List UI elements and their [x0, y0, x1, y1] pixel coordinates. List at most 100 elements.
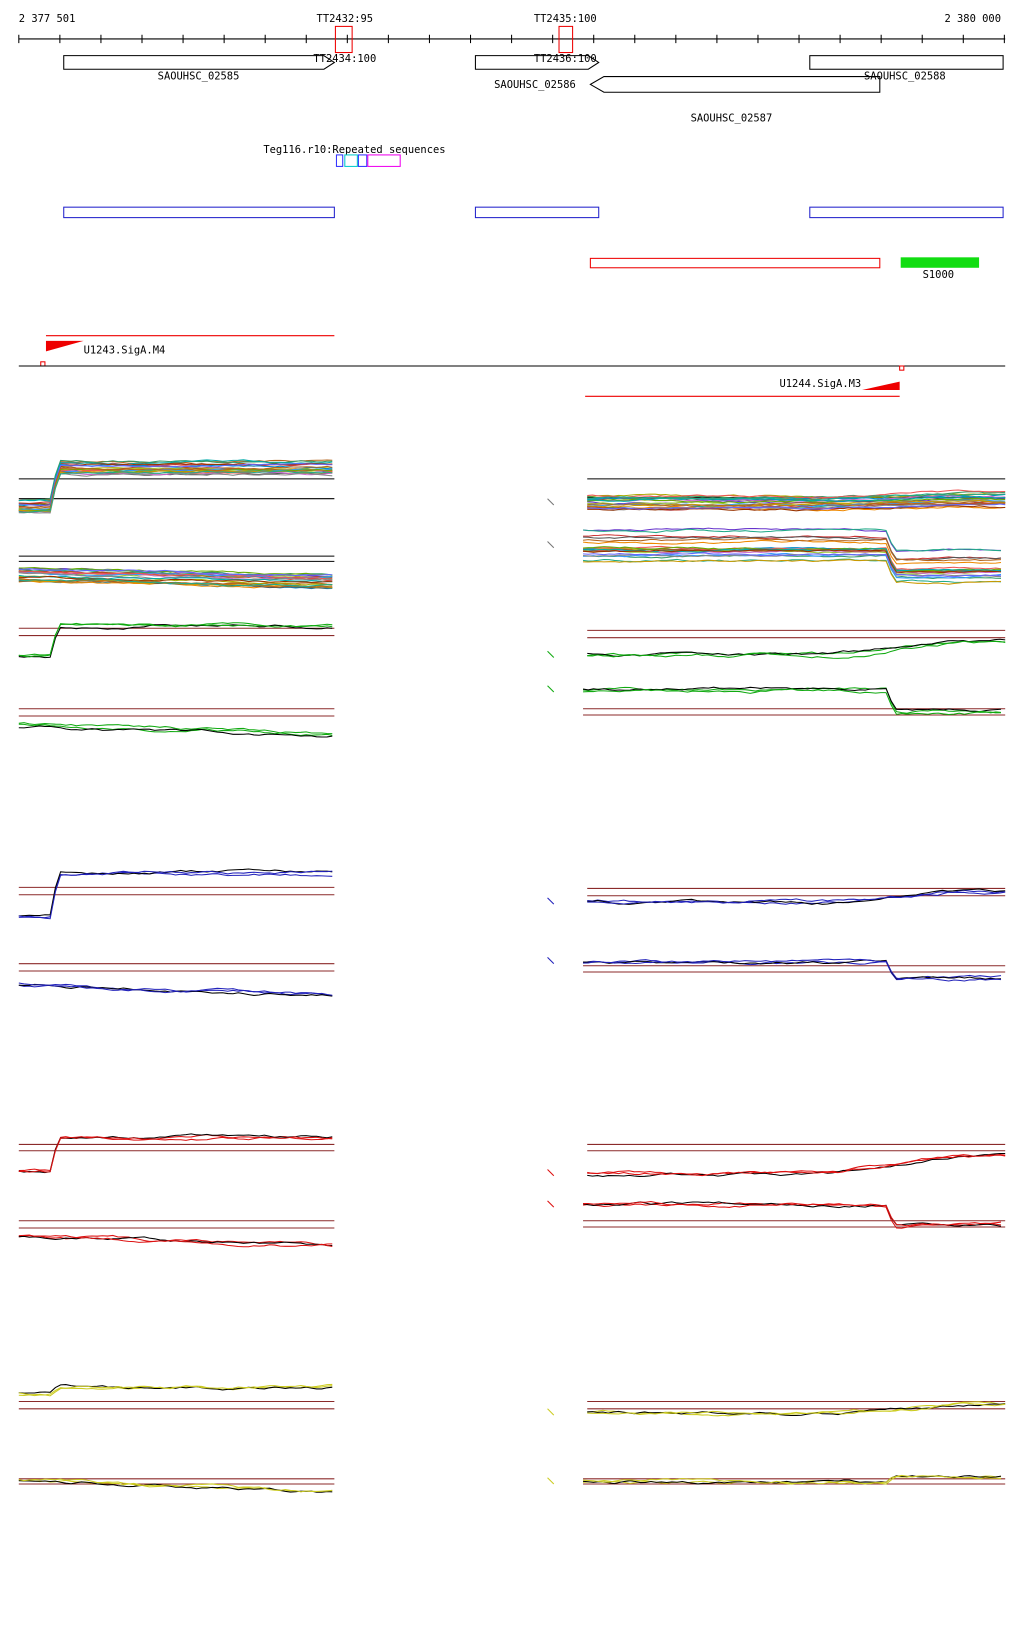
expression-curve: [18, 568, 333, 577]
expression-curve: [18, 1234, 333, 1248]
expression-curve: [587, 1154, 1006, 1176]
expression-curve: [18, 870, 333, 920]
expression-curve: [583, 527, 1002, 552]
expression-curve: [18, 470, 333, 513]
expression-curve: [583, 548, 1002, 572]
repeat-box: [357, 154, 368, 167]
expression-stub: [547, 1477, 555, 1485]
transcript-box: [589, 257, 881, 269]
expression-stub: [547, 1200, 555, 1208]
expression-curve: [587, 638, 1006, 657]
expression-curve: [587, 1153, 1006, 1178]
cds-box: [474, 206, 600, 219]
expression-curve: [587, 889, 1006, 905]
expression-curve: [18, 868, 333, 917]
expression-curve: [582, 686, 1002, 713]
gene-arrow: [589, 76, 881, 93]
expression-curve: [18, 1136, 333, 1173]
expression-curve: [18, 469, 333, 513]
expression-curve: [583, 1474, 1002, 1485]
expression-curve: [18, 459, 333, 501]
terminator: [558, 25, 574, 54]
expression-stub: [547, 957, 555, 965]
expression-curve: [18, 1234, 333, 1246]
ruler-end: 2 380 000: [944, 13, 1001, 25]
expression-curve: [18, 465, 333, 509]
expression-curve: [18, 1383, 333, 1396]
expression-stub: [547, 685, 555, 693]
expression-curve: [583, 688, 1002, 715]
expression-curve: [18, 725, 333, 738]
expression-curve: [583, 549, 1002, 574]
promoter-label: U1244.SigA.M3: [779, 378, 861, 390]
expression-curve: [583, 536, 1002, 561]
promoter-label: U1243.SigA.M4: [84, 344, 166, 356]
expression-curve: [587, 503, 1006, 510]
terminator: [334, 25, 353, 54]
expression-curve: [18, 1133, 333, 1174]
gene-label: SAOUHSC_02585: [158, 71, 240, 83]
expression-curve: [18, 578, 333, 588]
expression-stub: [547, 897, 555, 905]
promoter-start: [899, 365, 905, 371]
expression-curve: [18, 471, 333, 512]
expression-curve: [583, 546, 1002, 572]
gene-label: SAOUHSC_02587: [691, 112, 773, 124]
expression-curve: [582, 537, 1002, 562]
expression-curve: [587, 1403, 1006, 1417]
repeat-box: [344, 154, 358, 167]
gene-label: SAOUHSC_02586: [494, 79, 576, 91]
expression-curve: [587, 1153, 1006, 1177]
expression-stub: [547, 541, 555, 549]
expression-curve: [18, 1478, 333, 1493]
feature-box: [900, 257, 980, 268]
gene-box: [809, 55, 1004, 70]
repeat-box: [335, 154, 344, 167]
expression-curve: [583, 559, 1002, 585]
terminator-label: TT2434:100: [313, 53, 376, 65]
repeat-label: Teg116.r10:Repeated sequences: [263, 144, 445, 156]
expression-curve: [18, 459, 333, 502]
expression-curve: [587, 489, 1006, 499]
expression-curve: [18, 623, 333, 659]
cds-box: [809, 206, 1004, 219]
expression-curve: [18, 723, 333, 737]
repeat-box: [367, 154, 401, 167]
expression-stub: [547, 650, 555, 658]
expression-plots: [18, 459, 1006, 1493]
expression-curve: [18, 1384, 333, 1394]
expression-curve: [587, 501, 1006, 507]
ruler-start: 2 377 501: [19, 13, 76, 25]
expression-curve: [583, 959, 1002, 980]
promoter-start: [40, 361, 46, 367]
expression-stub: [547, 1408, 555, 1416]
ruler-ticks: [18, 34, 1005, 44]
expression-curve: [18, 572, 333, 581]
expression-curve: [18, 570, 333, 580]
terminator-label: TT2432:95: [317, 13, 374, 25]
promoter-flag: [862, 381, 900, 391]
expression-curve: [587, 891, 1006, 905]
expression-curve: [18, 469, 333, 512]
promoter-flag: [45, 340, 84, 352]
expression-curve: [587, 497, 1006, 504]
expression-stub: [547, 498, 555, 506]
expression-curve: [18, 470, 333, 513]
expression-curve: [587, 640, 1006, 659]
expression-curve: [583, 528, 1002, 552]
expression-curve: [18, 722, 333, 735]
expression-curve: [587, 1402, 1006, 1416]
expression-curve: [587, 505, 1006, 512]
expression-curve: [583, 1200, 1002, 1227]
gene-label: SAOUHSC_02588: [864, 71, 946, 83]
expression-curve: [18, 575, 333, 584]
expression-curve: [583, 554, 1002, 580]
expression-curve: [18, 463, 333, 507]
terminator-label: TT2435:100: [534, 13, 597, 25]
expression-curve: [18, 472, 333, 514]
gene-arrow: [474, 55, 600, 70]
terminator-label: TT2436:100: [534, 53, 597, 65]
expression-curve: [18, 471, 333, 514]
